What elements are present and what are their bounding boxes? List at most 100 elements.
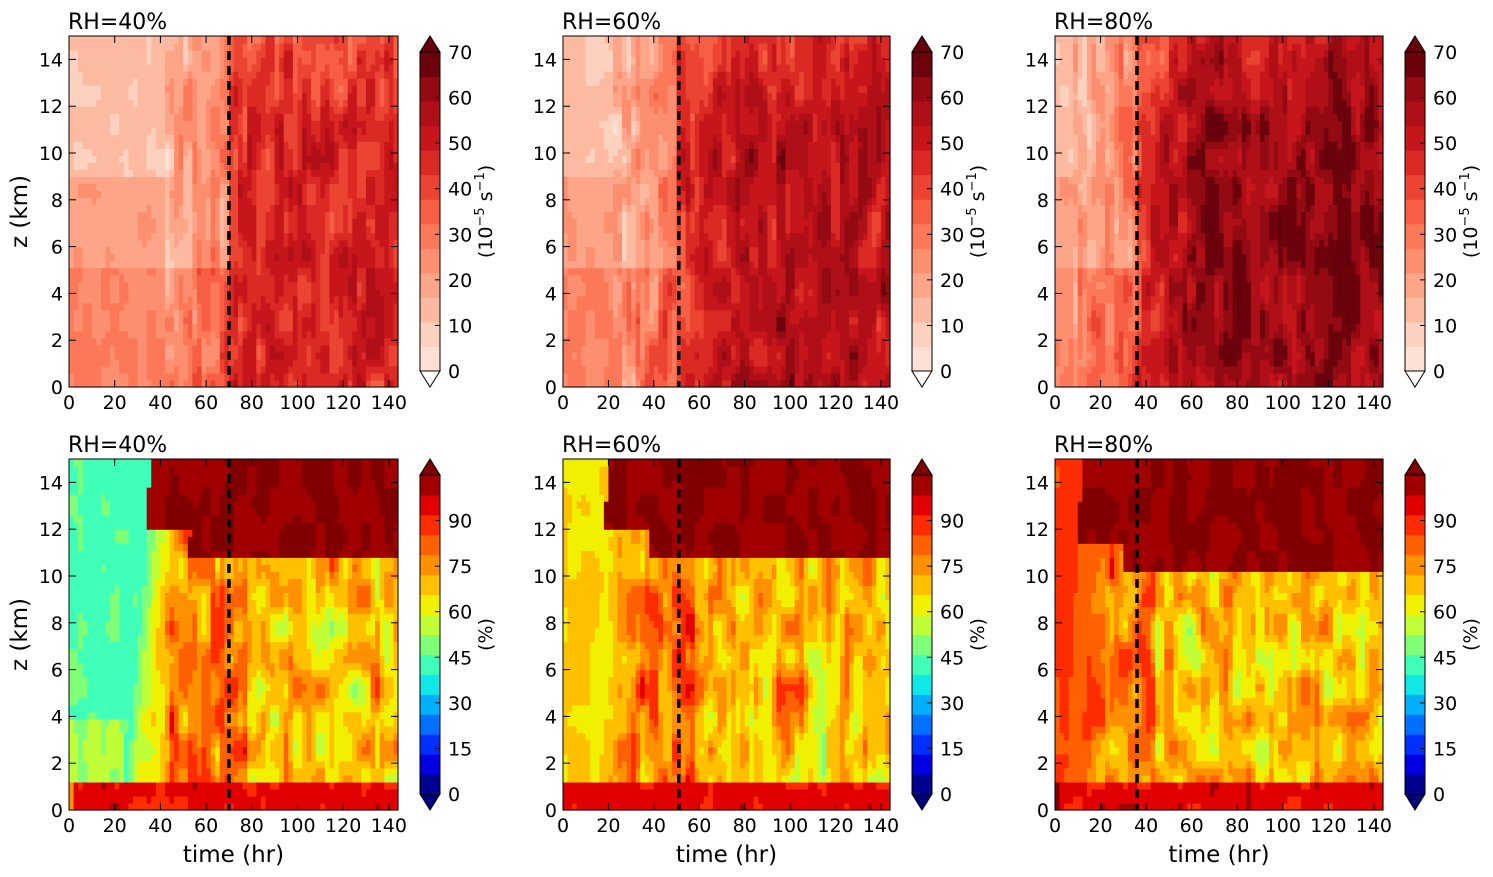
heatmap-cell [279,379,285,388]
heatmap-cell [265,127,271,135]
heatmap-cell [361,50,367,58]
heatmap-cell [260,36,267,44]
heatmap-cell [292,50,299,58]
heatmap-cell [265,323,271,332]
heatmap-cell [640,57,646,65]
heatmap-cell [270,365,276,374]
heatmap-cell [82,267,88,276]
heatmap-cell [251,169,257,177]
heatmap-cell [137,106,143,114]
heatmap-cell [201,358,207,367]
heatmap-cell [69,78,75,86]
heatmap-cell [585,302,591,311]
heatmap-cell [649,50,655,58]
heatmap-cell [192,330,198,339]
heatmap-cell [608,344,614,353]
heatmap-cell [315,232,321,241]
heatmap-cell [649,232,655,241]
heatmap-cell [603,316,610,325]
heatmap-cell [576,211,582,220]
heatmap-cell [581,141,587,149]
heatmap-cell [658,134,664,142]
heatmap-cell [215,120,221,128]
heatmap-cell [393,260,399,269]
heatmap-cell [320,183,326,192]
heatmap-cell [164,365,171,374]
heatmap-cell [379,218,385,227]
heatmap-cell [256,183,262,192]
heatmap-cell [361,295,367,304]
heatmap-cell [233,302,239,311]
heatmap-cell [622,372,628,381]
heatmap-cell [100,288,107,297]
heatmap-cell [347,64,353,72]
heatmap-cell [572,127,578,135]
heatmap-cell [599,316,605,325]
heatmap-cell [251,141,257,149]
heatmap-cell [110,36,116,44]
heatmap-cell [123,281,129,290]
heatmap-cell [662,64,669,72]
heatmap-cell [100,197,107,206]
heatmap-cell [653,309,659,318]
heatmap-cell [224,92,230,100]
heatmap-cell [393,288,399,297]
heatmap-cell [192,267,198,276]
heatmap-cell [612,337,619,346]
heatmap-cell [576,50,582,58]
heatmap-cell [238,337,244,346]
heatmap-cell [672,190,678,199]
heatmap-cell [137,197,143,206]
heatmap-cell [626,106,632,114]
heatmap-cell [640,239,646,248]
heatmap-cell [356,302,363,311]
heatmap-cell [329,176,335,185]
heatmap-cell [192,155,198,163]
heatmap-cell [672,288,678,297]
heatmap-cell [644,211,650,220]
heatmap-cell [82,99,88,107]
heatmap-cell [73,211,79,220]
heatmap-cell [572,253,578,262]
heatmap-cell [151,99,157,107]
heatmap-cell [352,57,358,65]
heatmap-cell [238,218,244,227]
heatmap-cell [324,148,331,156]
heatmap-cell [612,36,619,44]
heatmap-cell [334,197,340,206]
heatmap-cell [69,288,75,297]
heatmap-cell [302,246,308,255]
heatmap-cell [352,253,358,262]
heatmap-cell [192,162,198,170]
heatmap-cell [366,274,372,283]
heatmap-cell [132,43,139,51]
heatmap-cell [635,365,641,374]
heatmap-cell [617,204,623,213]
heatmap-cell [192,351,198,360]
heatmap-cell [114,232,120,241]
heatmap-cell [292,309,299,318]
heatmap-cell [192,190,198,199]
heatmap-cell [315,176,321,185]
heatmap-cell [361,43,367,51]
heatmap-cell [210,344,216,353]
heatmap-cell [612,183,619,192]
heatmap-cell [356,239,363,248]
heatmap-cell [640,176,646,185]
heatmap-cell [320,169,326,177]
heatmap-cell [631,176,637,185]
heatmap-cell [672,330,678,339]
heatmap-cell [370,141,376,149]
heatmap-cell [644,183,650,192]
heatmap-cell [142,330,148,339]
heatmap-cell [375,379,381,388]
heatmap-cell [672,57,678,65]
heatmap-cell [283,43,289,51]
heatmap-cell [105,288,111,297]
heatmap-cell [228,36,235,44]
heatmap-cell [581,379,587,388]
heatmap-cell [599,57,605,65]
heatmap-cell [242,309,248,318]
heatmap-cell [260,274,267,283]
heatmap-cell [635,358,641,367]
